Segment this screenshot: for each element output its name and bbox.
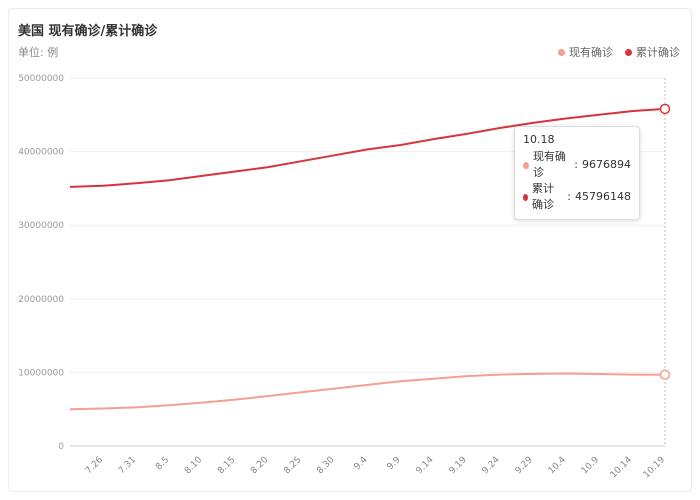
x-tick-label: 10.14	[609, 455, 634, 480]
y-tick-label: 40000000	[18, 148, 64, 158]
y-tick-label: 20000000	[18, 295, 64, 305]
series-point-1	[659, 103, 671, 115]
tooltip-row-total: 累计确诊: 45796148	[523, 181, 631, 213]
tooltip-dot-icon	[523, 161, 529, 169]
x-tick-label: 7.31	[117, 455, 138, 476]
x-tick-label: 9.14	[414, 455, 435, 476]
x-tick-label: 9.24	[481, 455, 502, 476]
tooltip-value: 9676894	[582, 158, 631, 171]
x-tick-label: 8.25	[282, 455, 303, 476]
chart-card	[8, 8, 692, 492]
legend-item-current[interactable]: 现有确诊	[558, 44, 613, 60]
x-tick-label: 9.9	[385, 455, 402, 472]
series-line-1	[69, 107, 666, 188]
legend-item-total[interactable]: 累计确诊	[625, 44, 680, 60]
x-tick-label: 9.29	[514, 455, 535, 476]
tooltip-value: 45796148	[575, 190, 631, 203]
series-line-0	[69, 372, 666, 411]
y-tick-label: 30000000	[18, 221, 64, 231]
x-tick-label: 8.20	[249, 455, 270, 476]
chart-title: 美国 现有确诊/累计确诊	[18, 24, 158, 39]
tooltip-date: 10.18	[523, 133, 555, 146]
x-tick-label: 9.19	[448, 455, 469, 476]
x-tick-label: 8.5	[154, 455, 171, 472]
x-tick-label: 10.4	[547, 455, 568, 476]
x-tick-label: 10.9	[580, 455, 601, 476]
x-tick-label: 8.30	[315, 455, 336, 476]
y-tick-label: 0	[58, 442, 64, 452]
chart-tooltip: 10.18 现有确诊: 9676894 累计确诊: 45796148	[514, 126, 640, 220]
chart-subtitle: 单位: 例	[18, 46, 59, 59]
chart-legend: 现有确诊 累计确诊	[558, 44, 680, 60]
tooltip-dot-icon	[523, 193, 528, 201]
y-tick-label: 10000000	[18, 368, 64, 378]
x-tick-label: 10.19	[642, 455, 667, 480]
x-tick-label: 8.10	[183, 455, 204, 476]
x-tick-label: 8.15	[216, 455, 237, 476]
tooltip-label: 现有确诊	[532, 150, 566, 179]
y-tick-label: 50000000	[18, 74, 64, 84]
series-point-0	[659, 369, 671, 381]
legend-dot-icon	[558, 48, 565, 56]
legend-dot-icon	[625, 48, 632, 56]
x-tick-label: 7.26	[84, 455, 105, 476]
tooltip-row-current: 现有确诊: 9676894	[523, 149, 631, 181]
legend-label: 累计确诊	[636, 46, 680, 59]
x-tick-label: 9.4	[352, 455, 369, 472]
tooltip-label: 累计确诊	[531, 182, 554, 211]
legend-label: 现有确诊	[569, 46, 613, 59]
